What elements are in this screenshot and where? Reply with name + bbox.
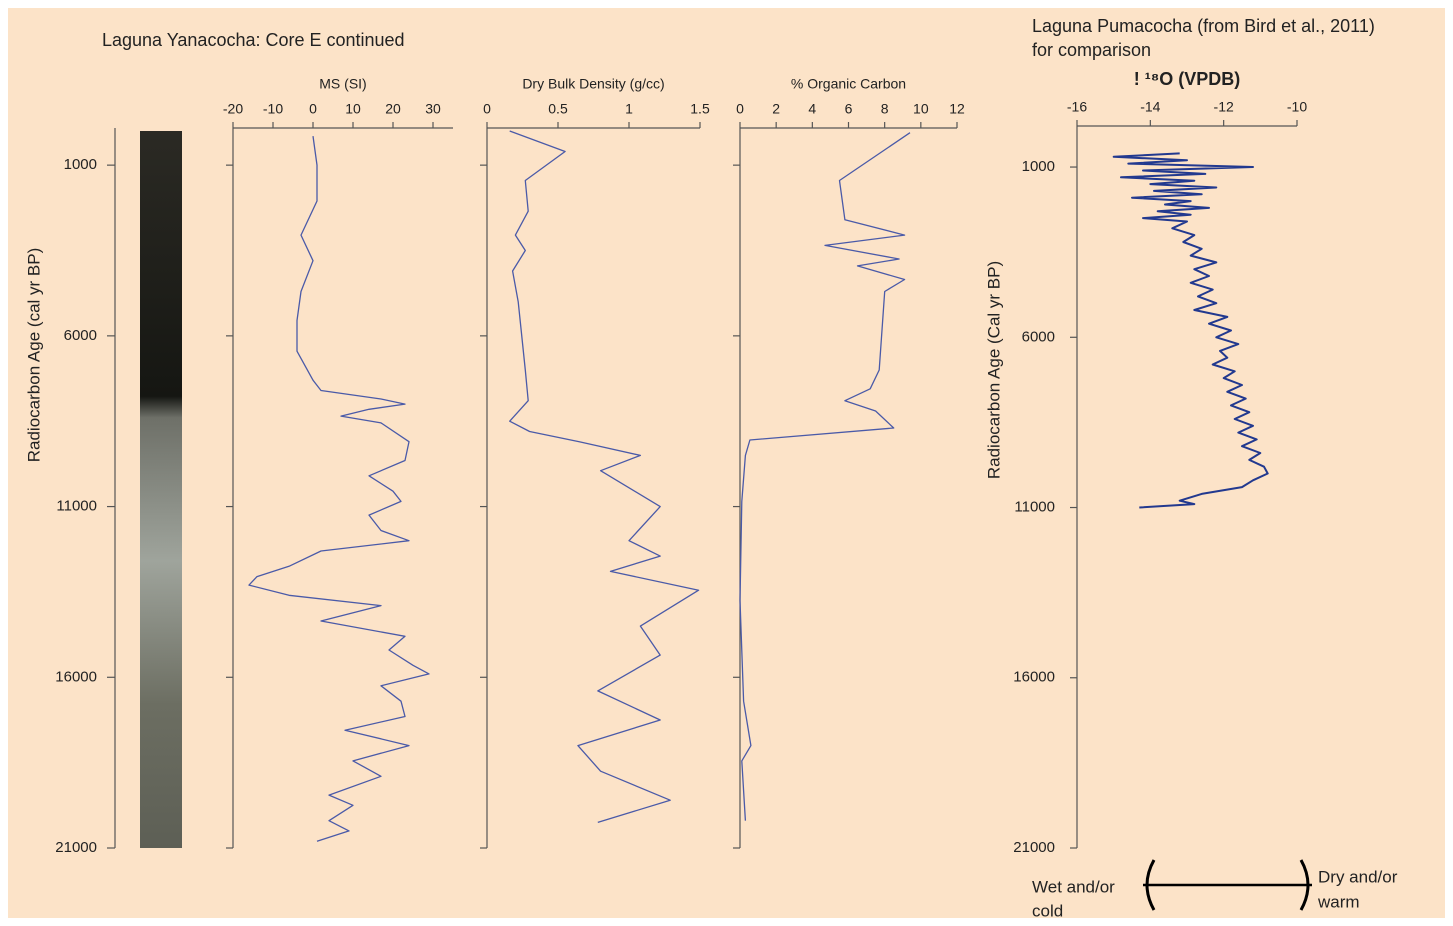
- y-tick-label: 1000: [64, 156, 97, 173]
- y-axis-label: Radiocarbon Age (Cal yr BP): [984, 261, 1003, 479]
- y-tick-label: 6000: [1022, 328, 1055, 345]
- x-tick-label: -16: [1067, 99, 1087, 115]
- x-axis-label: MS (SI): [319, 76, 366, 92]
- chart-title: Laguna Pumacocha (from Bird et al., 2011…: [1032, 16, 1375, 36]
- x-tick-label: -14: [1140, 99, 1160, 115]
- y-tick-label: 16000: [1013, 669, 1055, 686]
- y-tick-label: 6000: [64, 327, 97, 344]
- x-tick-label: 1.5: [690, 101, 710, 117]
- x-tick-label: -10: [263, 101, 283, 117]
- x-tick-label: 4: [808, 101, 816, 117]
- y-tick-label: 11000: [1014, 498, 1055, 515]
- x-tick-label: 2: [772, 101, 780, 117]
- x-tick-label: 30: [425, 101, 441, 117]
- background: [8, 8, 1445, 918]
- y-tick-label: 21000: [1013, 839, 1055, 856]
- chart-title: Laguna Yanacocha: Core E continued: [102, 30, 405, 50]
- y-axis-label: Radiocarbon Age (cal yr BP): [24, 248, 43, 463]
- annotation: warm: [1317, 892, 1360, 911]
- x-tick-label: 8: [881, 101, 889, 117]
- x-tick-label: 12: [949, 101, 965, 117]
- x-tick-label: 6: [845, 101, 853, 117]
- chart-subtitle: for comparison: [1032, 40, 1151, 60]
- annotation: Wet and/or: [1032, 877, 1115, 896]
- x-tick-label: 0: [483, 101, 491, 117]
- x-tick-label: 10: [345, 101, 361, 117]
- x-tick-label: -10: [1287, 99, 1307, 115]
- x-tick-label: -20: [223, 101, 243, 117]
- y-tick-label: 21000: [55, 839, 97, 856]
- chart: Laguna Yanacocha: Core E continued Lagun…: [0, 0, 1453, 926]
- x-tick-label: 0: [736, 101, 744, 117]
- annotation: cold: [1032, 901, 1063, 920]
- x-axis-label: Dry Bulk Density (g/cc): [522, 76, 664, 92]
- x-axis-label: ! ¹⁸O (VPDB): [1134, 69, 1241, 89]
- x-tick-label: 10: [913, 101, 929, 117]
- x-tick-label: 1: [625, 101, 633, 117]
- x-tick-label: -12: [1214, 99, 1234, 115]
- x-tick-label: 0: [309, 101, 317, 117]
- x-tick-label: 20: [385, 101, 401, 117]
- annotation: Dry and/or: [1318, 867, 1398, 886]
- x-tick-label: 0.5: [548, 101, 568, 117]
- y-tick-label: 1000: [1022, 158, 1055, 175]
- y-tick-label: 11000: [56, 498, 97, 515]
- x-axis-label: % Organic Carbon: [791, 76, 906, 92]
- core-image: [140, 131, 182, 848]
- y-tick-label: 16000: [55, 668, 97, 685]
